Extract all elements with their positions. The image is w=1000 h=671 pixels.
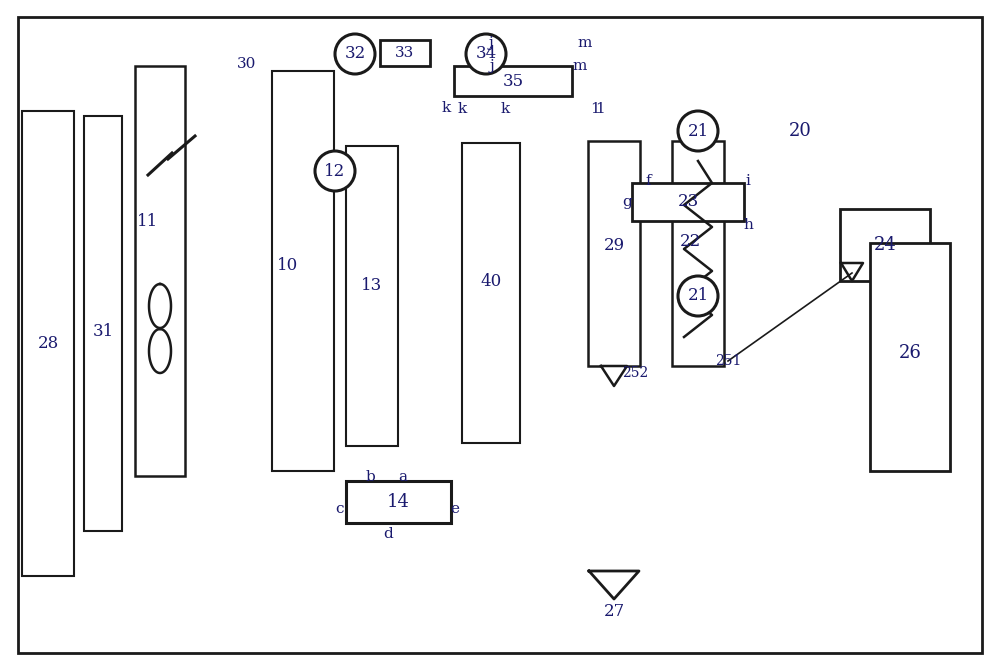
Text: 252: 252 bbox=[622, 366, 648, 380]
Text: 33: 33 bbox=[395, 46, 415, 60]
Bar bbox=[672, 141, 724, 366]
Text: d: d bbox=[383, 527, 393, 541]
Text: f: f bbox=[645, 174, 651, 188]
Text: i: i bbox=[746, 174, 750, 188]
Text: g: g bbox=[622, 195, 632, 209]
Circle shape bbox=[315, 151, 355, 191]
Bar bbox=[380, 40, 430, 66]
Text: j: j bbox=[490, 59, 494, 73]
Bar bbox=[454, 66, 572, 96]
Text: 11: 11 bbox=[137, 213, 159, 229]
Text: 12: 12 bbox=[324, 162, 346, 180]
Text: 251: 251 bbox=[715, 354, 741, 368]
Bar bbox=[346, 481, 451, 523]
Text: 24: 24 bbox=[874, 236, 896, 254]
Text: 20: 20 bbox=[789, 122, 811, 140]
Bar bbox=[135, 66, 185, 476]
Text: 29: 29 bbox=[603, 238, 625, 254]
Text: 34: 34 bbox=[475, 46, 497, 62]
Bar bbox=[22, 111, 74, 576]
Circle shape bbox=[678, 276, 718, 316]
Text: 22: 22 bbox=[679, 232, 701, 250]
Text: m: m bbox=[578, 36, 592, 50]
Text: 28: 28 bbox=[37, 336, 59, 352]
Text: 30: 30 bbox=[237, 57, 257, 71]
Text: 14: 14 bbox=[387, 493, 409, 511]
Text: h: h bbox=[743, 218, 753, 232]
Circle shape bbox=[678, 111, 718, 151]
Text: e: e bbox=[450, 502, 460, 516]
Text: c: c bbox=[336, 502, 344, 516]
Text: k: k bbox=[500, 102, 510, 116]
Text: k: k bbox=[457, 102, 467, 116]
Text: j: j bbox=[489, 36, 493, 50]
Text: 23: 23 bbox=[677, 193, 699, 211]
Bar bbox=[346, 146, 398, 446]
Text: 27: 27 bbox=[603, 603, 625, 619]
Text: 1: 1 bbox=[590, 102, 600, 116]
Text: m: m bbox=[573, 59, 587, 73]
Bar bbox=[632, 183, 744, 221]
Text: 31: 31 bbox=[92, 323, 114, 340]
Text: b: b bbox=[365, 470, 375, 484]
Text: 40: 40 bbox=[480, 272, 502, 289]
Bar bbox=[84, 116, 122, 531]
Text: 32: 32 bbox=[344, 46, 366, 62]
Circle shape bbox=[335, 34, 375, 74]
Bar bbox=[272, 71, 334, 471]
Text: 1: 1 bbox=[595, 102, 605, 116]
Text: 21: 21 bbox=[687, 123, 709, 140]
Bar bbox=[840, 209, 930, 281]
Polygon shape bbox=[841, 263, 863, 281]
Text: 21: 21 bbox=[687, 287, 709, 305]
Polygon shape bbox=[589, 571, 639, 599]
Bar bbox=[588, 141, 640, 366]
Text: k: k bbox=[441, 101, 451, 115]
Text: 35: 35 bbox=[502, 72, 524, 89]
Bar bbox=[462, 143, 520, 443]
Text: 10: 10 bbox=[277, 258, 299, 274]
Circle shape bbox=[466, 34, 506, 74]
Text: 26: 26 bbox=[899, 344, 921, 362]
Polygon shape bbox=[601, 366, 627, 386]
Text: 13: 13 bbox=[361, 278, 383, 295]
Bar bbox=[870, 243, 950, 471]
Text: a: a bbox=[398, 470, 408, 484]
